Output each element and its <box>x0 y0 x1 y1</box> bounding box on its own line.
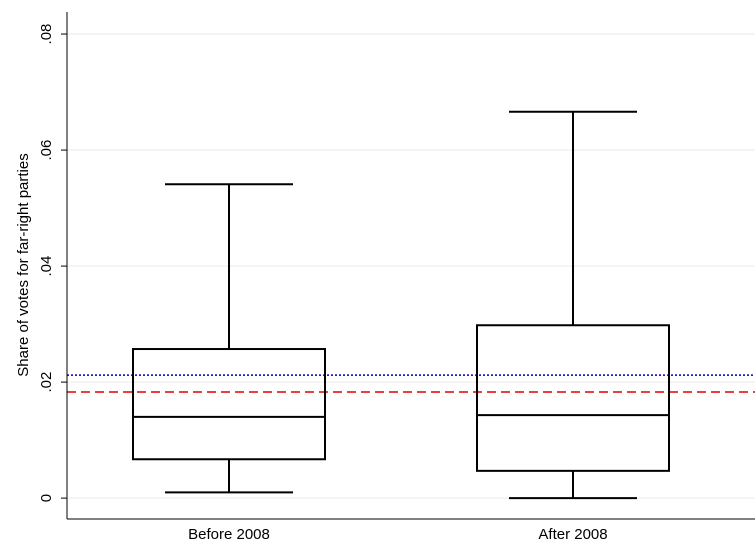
x-tick-label: Before 2008 <box>188 526 270 543</box>
y-axis-label: Share of votes for far-right parties <box>15 153 32 376</box>
x-tick-label: After 2008 <box>538 526 607 543</box>
y-tick-label: .06 <box>38 140 55 161</box>
box <box>132 348 326 461</box>
y-tick-label: .04 <box>38 256 55 277</box>
y-tick-label: 0 <box>38 494 55 502</box>
box <box>476 324 670 472</box>
y-tick-label: .02 <box>38 372 55 393</box>
y-tick-label: .08 <box>38 24 55 45</box>
